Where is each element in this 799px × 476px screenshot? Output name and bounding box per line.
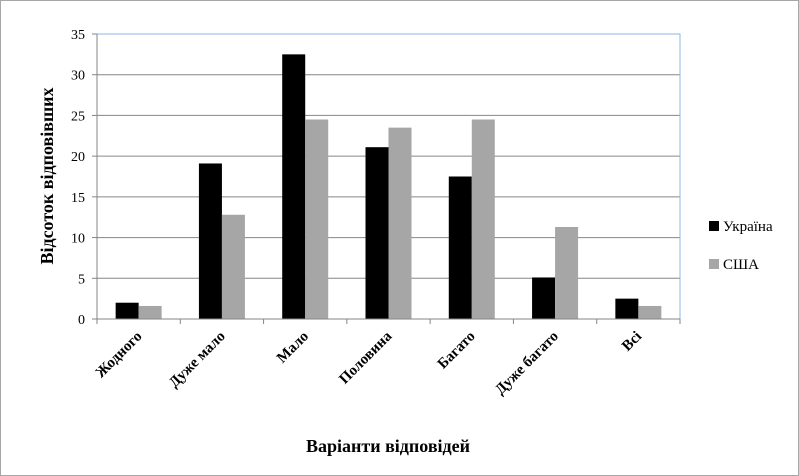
x-category-label: Половина bbox=[336, 328, 395, 387]
y-tick-label: 10 bbox=[71, 232, 85, 247]
x-category-label: Дуже мало bbox=[166, 329, 228, 391]
bar-series2 bbox=[638, 305, 662, 319]
bars bbox=[115, 54, 662, 320]
bar-series1 bbox=[448, 176, 472, 319]
bar-series2 bbox=[305, 119, 329, 319]
bar-series1 bbox=[615, 298, 639, 319]
bar-series1 bbox=[282, 54, 306, 319]
x-category-label: Дуже багато bbox=[492, 329, 562, 399]
x-category-label: Жодного bbox=[93, 329, 146, 382]
legend-swatch bbox=[709, 259, 719, 269]
bar-series2 bbox=[221, 214, 245, 319]
axes bbox=[96, 33, 681, 324]
x-category-label: Багато bbox=[435, 329, 479, 373]
bar-series2 bbox=[388, 127, 412, 320]
legend-label: Україна bbox=[723, 219, 773, 235]
y-tick-label: 5 bbox=[78, 272, 85, 287]
x-category-label: Всі bbox=[619, 329, 645, 355]
bar-series1 bbox=[115, 302, 139, 319]
y-tick-label: 15 bbox=[71, 191, 85, 206]
bar-series1 bbox=[198, 163, 222, 319]
bar-series1 bbox=[532, 277, 556, 319]
legend: Україна США bbox=[709, 219, 773, 273]
legend-label: США bbox=[723, 257, 759, 273]
y-tick-label: 20 bbox=[71, 150, 85, 165]
x-category-label: Мало bbox=[274, 329, 312, 367]
x-axis-title: Варіанти відповідей bbox=[306, 436, 470, 456]
y-axis-title: Відсоток відповівших bbox=[37, 87, 57, 264]
y-tick-label: 25 bbox=[71, 109, 85, 124]
legend-swatch bbox=[709, 221, 719, 231]
y-tick-label: 35 bbox=[71, 28, 85, 43]
y-tick-label: 30 bbox=[71, 69, 85, 84]
bar-series1 bbox=[365, 147, 389, 319]
bar-series2 bbox=[138, 305, 162, 319]
bar-series2 bbox=[555, 226, 579, 319]
bar-series2 bbox=[471, 119, 495, 319]
y-tick-label: 0 bbox=[78, 313, 85, 328]
y-tick-labels: 0 5 10 15 20 25 30 35 bbox=[71, 28, 97, 328]
x-category-labels: Жодного Дуже мало Мало Половина Багато Дуже б… bbox=[93, 328, 645, 398]
